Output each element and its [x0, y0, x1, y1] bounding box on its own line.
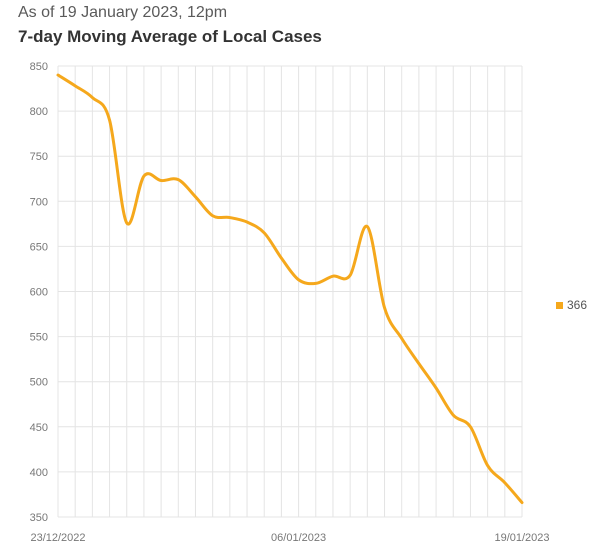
y-tick-label: 750	[30, 151, 48, 163]
y-tick-label: 850	[30, 61, 48, 73]
y-tick-label: 800	[30, 106, 48, 118]
x-tick-label: 23/12/2022	[30, 532, 85, 544]
y-tick-label: 400	[30, 467, 48, 479]
y-tick-label: 700	[30, 196, 48, 208]
series-line	[56, 73, 524, 505]
x-axis-tick-labels: 23/12/2022 06/01/2023 19/01/2023	[30, 532, 549, 544]
y-tick-label: 350	[30, 512, 48, 524]
y-axis-tick-labels: 350 400 450 500 550 600 650 700 750 800 850	[30, 61, 48, 524]
legend-swatch	[556, 302, 563, 309]
y-tick-label: 650	[30, 241, 48, 253]
y-tick-label: 600	[30, 287, 48, 299]
x-tick-label: 06/01/2023	[271, 532, 326, 544]
legend-label[interactable]: 366	[567, 298, 587, 312]
chart-subtitle: As of 19 January 2023, 12pm	[18, 4, 228, 21]
legend: 366	[556, 298, 587, 312]
series-lines	[56, 73, 524, 505]
y-tick-label: 500	[30, 377, 48, 389]
x-tick-label: 19/01/2023	[494, 532, 549, 544]
y-tick-label: 550	[30, 332, 48, 344]
horizontal-gridlines	[58, 65, 522, 518]
y-tick-label: 450	[30, 422, 48, 434]
chart-title: 7-day Moving Average of Local Cases	[18, 27, 322, 46]
